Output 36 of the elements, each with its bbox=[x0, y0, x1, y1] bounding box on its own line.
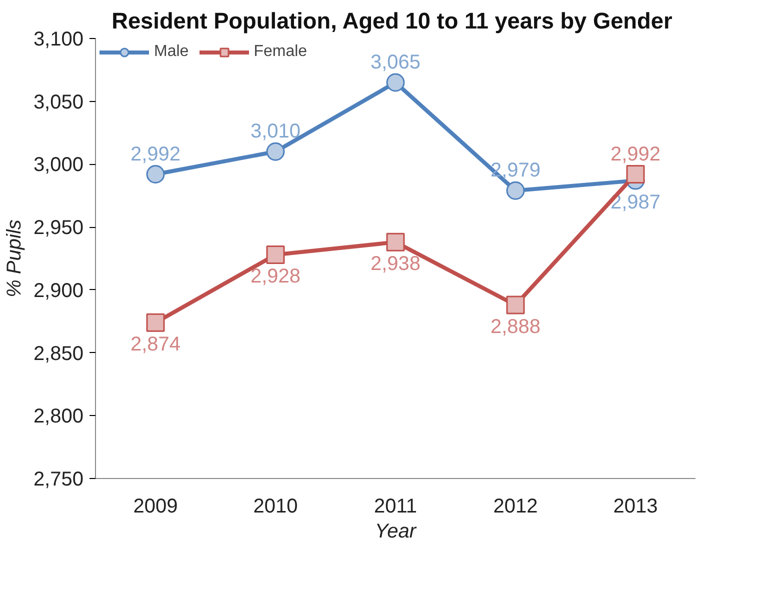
x-tick-label: 2010 bbox=[253, 496, 298, 518]
legend-label: Female bbox=[254, 43, 308, 61]
data-label: 2,888 bbox=[490, 316, 541, 338]
y-tick-label: 2,750 bbox=[33, 468, 84, 490]
y-tick-label: 3,100 bbox=[33, 28, 84, 50]
data-label: 2,992 bbox=[610, 143, 661, 166]
data-label: 3,065 bbox=[370, 52, 421, 74]
x-tick-label: 2013 bbox=[613, 496, 658, 518]
point bbox=[626, 165, 645, 184]
y-tick-label: 3,050 bbox=[33, 91, 84, 114]
y-tick-label: 3,000 bbox=[33, 154, 84, 176]
data-label: 2,874 bbox=[130, 334, 181, 356]
data-label: 2,928 bbox=[250, 266, 301, 288]
point bbox=[506, 181, 525, 200]
point bbox=[266, 142, 285, 161]
data-label: 2,992 bbox=[130, 143, 181, 166]
y-tick-label: 2,950 bbox=[33, 217, 84, 240]
y-tick-label: 2,800 bbox=[33, 406, 84, 428]
chart-title: Resident Population, Aged 10 to 11 years by Gender bbox=[112, 8, 672, 34]
point bbox=[146, 313, 165, 332]
point bbox=[506, 296, 525, 314]
data-label: 3,010 bbox=[250, 120, 301, 143]
x-tick-label: 2012 bbox=[493, 496, 538, 518]
y-tick-label: 2,850 bbox=[33, 342, 84, 365]
y-axis-title: % Pupils bbox=[3, 220, 26, 298]
legend-label: Male bbox=[154, 43, 189, 61]
x-tick-label: 2009 bbox=[133, 496, 178, 518]
data-label: 2,938 bbox=[370, 253, 421, 276]
y-tick-label: 2,900 bbox=[33, 280, 84, 302]
point bbox=[386, 73, 405, 92]
x-axis-title: Year bbox=[374, 520, 418, 542]
point bbox=[146, 165, 165, 184]
point bbox=[386, 232, 405, 252]
x-tick-label: 2011 bbox=[374, 496, 418, 518]
point bbox=[266, 245, 285, 264]
data-label: 2,987 bbox=[610, 192, 661, 214]
